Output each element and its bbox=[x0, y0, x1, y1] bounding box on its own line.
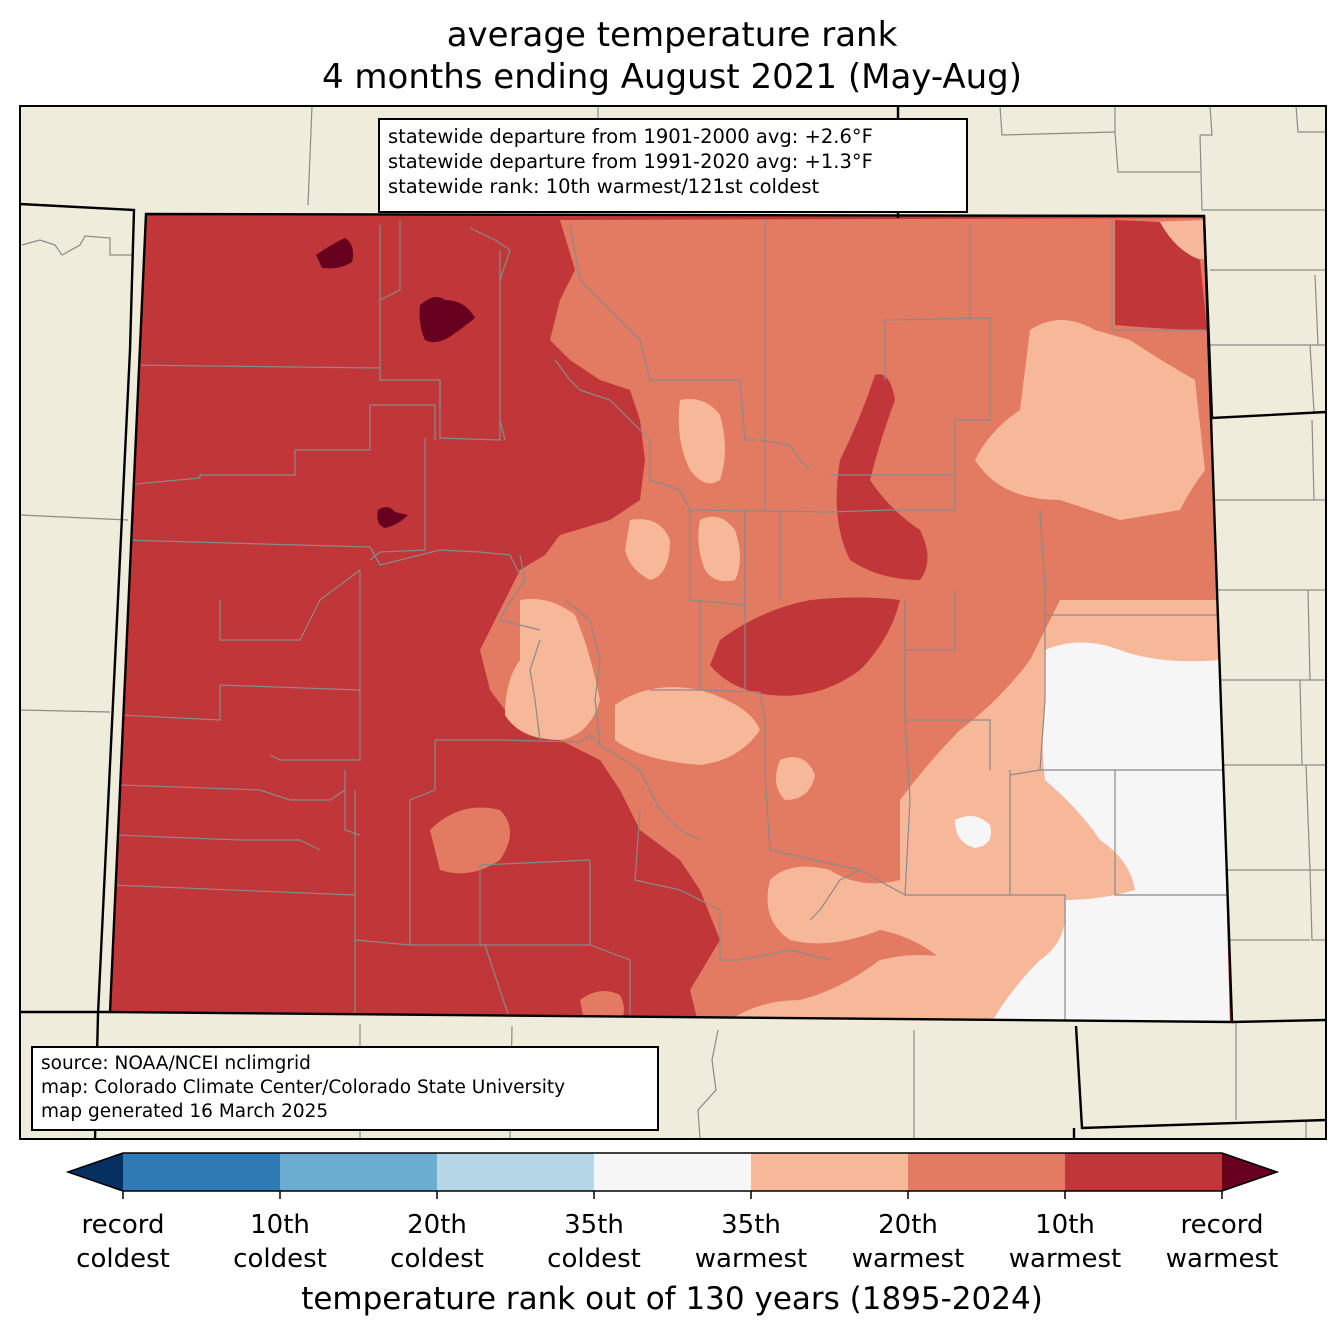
colorbar-segment-near-normal bbox=[594, 1153, 751, 1191]
source-line: source: NOAA/NCEI nclimgrid bbox=[41, 1053, 311, 1074]
colorbar bbox=[65, 1152, 1280, 1199]
region-top35-warm-northeast bbox=[975, 320, 1205, 520]
colorbar-extend-warmest bbox=[1222, 1153, 1277, 1191]
region-record-warmest-3 bbox=[377, 506, 408, 528]
region-top35-warm-foothills bbox=[625, 519, 670, 580]
colorbar-segment-20th-to-35th-coldest bbox=[437, 1153, 594, 1191]
colorbar-label-10th-coldest: 10th coldest bbox=[233, 1210, 327, 1274]
colorbar-segment-10th-to-20th-coldest bbox=[280, 1153, 437, 1191]
region-top35-warm-denver bbox=[698, 516, 740, 582]
colorbar-label-record-warmest: record warmest bbox=[1165, 1210, 1279, 1274]
stats-departure-1901-2000: statewide departure from 1901-2000 avg: … bbox=[388, 125, 873, 148]
statewide-stats-box: statewide departure from 1901-2000 avg: … bbox=[378, 118, 968, 213]
colorbar-label-35th-coldest: 35th coldest bbox=[547, 1210, 641, 1274]
region-top35-warm-upper-arkansas bbox=[505, 599, 600, 740]
region-top35-warm-front-range bbox=[678, 399, 725, 484]
map-title-line1: average temperature rank bbox=[446, 15, 898, 55]
colorbar-label-10th-warmest: 10th warmest bbox=[1008, 1210, 1122, 1274]
colorbar-extend-coldest bbox=[68, 1153, 123, 1191]
region-near-normal-southeast bbox=[990, 642, 1230, 1022]
region-top35-warm-southeast-band bbox=[700, 955, 987, 1022]
region-near-normal-spot bbox=[955, 816, 991, 848]
colorbar-label-record-coldest: record coldest bbox=[76, 1210, 170, 1274]
region-top35-warm-san-luis bbox=[615, 687, 760, 765]
region-top35-warm-southeast-spot bbox=[776, 757, 815, 800]
colorado-rank-shading bbox=[110, 214, 1232, 1022]
colorbar-segment-35th-to-20th-warmest bbox=[751, 1153, 908, 1191]
colorbar-segment-10th-to-record-warmest bbox=[1065, 1153, 1222, 1191]
region-record-warmest-2 bbox=[419, 296, 475, 343]
colorbar-segment-record-to-10th-coldest bbox=[123, 1153, 280, 1191]
map-generated-line: map generated 16 March 2025 bbox=[41, 1101, 329, 1122]
region-top10-warm-eastern-plains bbox=[836, 374, 928, 580]
colorbar-label-20th-coldest: 20th coldest bbox=[390, 1210, 484, 1274]
colorbar-title: temperature rank out of 130 years (1895-… bbox=[301, 1281, 1043, 1317]
region-top20-warm-southcentral bbox=[430, 807, 510, 874]
map-frame bbox=[19, 105, 1327, 1140]
colorbar-label-20th-warmest: 20th warmest bbox=[851, 1210, 965, 1274]
source-credits-box: source: NOAA/NCEI nclimgrid map: Colorad… bbox=[31, 1046, 659, 1131]
colorbar-segment-20th-to-10th-warmest bbox=[908, 1153, 1065, 1191]
stats-statewide-rank: statewide rank: 10th warmest/121st colde… bbox=[388, 175, 820, 198]
region-top10-warm-east-blob bbox=[710, 597, 900, 696]
region-top10-warm-northeast-corner bbox=[1115, 220, 1207, 330]
stats-departure-1991-2020: statewide departure from 1991-2020 avg: … bbox=[388, 150, 873, 173]
colorbar-label-35th-warmest: 35th warmest bbox=[694, 1210, 808, 1274]
colorado-county-lines bbox=[111, 220, 1230, 1022]
map-title-line2: 4 months ending August 2021 (May-Aug) bbox=[321, 57, 1022, 97]
map-credit-line: map: Colorado Climate Center/Colorado St… bbox=[41, 1077, 566, 1098]
region-record-warmest-1 bbox=[316, 238, 354, 269]
